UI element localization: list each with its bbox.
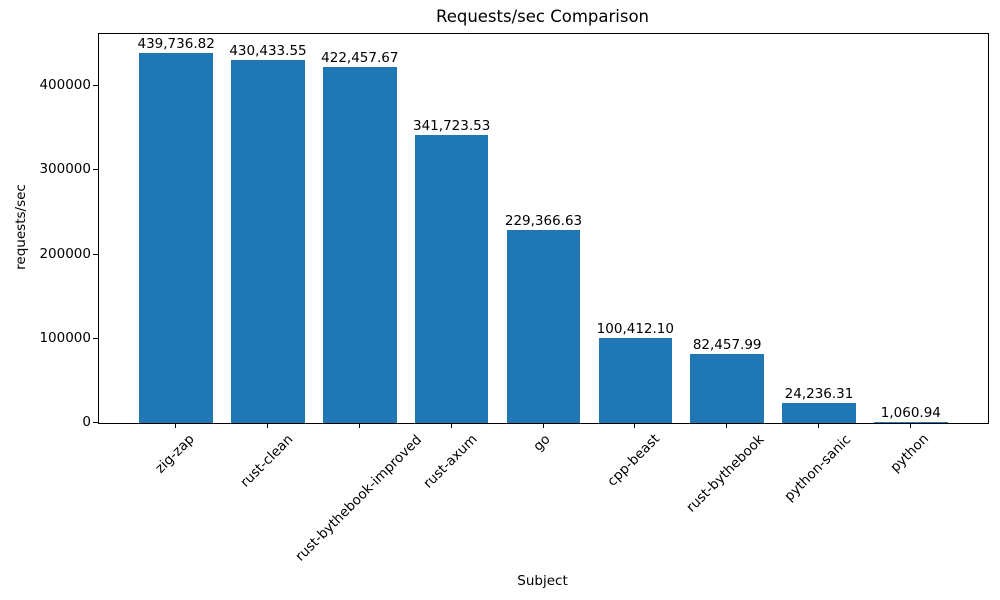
x-tick-mark [358,423,360,428]
chart-title: Requests/sec Comparison [435,7,650,26]
x-tick-mark [542,423,544,428]
y-tick-mark [93,169,98,171]
bar-value-label: 24,236.31 [784,385,854,402]
y-tick-label: 200000 [39,245,91,262]
x-tick-mark [634,423,636,428]
x-tick-label-rust-clean: rust-clean [236,431,297,491]
x-tick-label-rust-bythebook-improved: rust-bythebook-improved [291,431,425,565]
y-tick-mark [93,85,98,86]
bar-zig-zap [139,52,213,423]
bar-cpp-beast [598,338,673,423]
bar-python [874,422,948,423]
bar-value-label: 341,723.53 [413,118,491,135]
x-tick-mark [175,423,177,428]
y-tick-mark [93,253,98,255]
x-axis-label: Subject [517,573,568,589]
bar-value-label: 82,457.99 [692,336,762,353]
bar-value-label: 439,736.82 [137,35,215,52]
bar-value-label: 422,457.67 [321,50,399,67]
bar-rust-axum [414,135,489,423]
bar-python-sanic [782,402,856,423]
bar-value-label: 100,412.10 [596,321,674,338]
bar-value-label: 229,366.63 [504,212,583,229]
bar-rust-clean [231,60,305,423]
plot-area: 439,736.82 430,433.55 422,457.67 341,723.53… [98,33,989,424]
bar-rust-bythebook [690,353,764,423]
y-tick-mark [93,337,98,339]
x-tick-label-python: python [887,431,932,476]
y-tick-label: 0 [82,414,91,430]
x-tick-mark [818,423,820,428]
bar-value-label: 1,060.94 [880,405,941,421]
x-tick-label-rust-bythebook: rust-bythebook [683,431,768,516]
y-tick-mark [93,422,98,423]
y-tick-label: 100000 [39,329,91,346]
bar-rust-bythebook-improved [323,67,397,423]
bar-go [506,229,581,423]
x-tick-mark [266,423,268,428]
y-tick-label: 300000 [39,161,91,178]
x-tick-label-rust-axum: rust-axum [420,431,481,492]
x-tick-label-zig-zap: zig-zap [152,431,198,477]
x-tick-label-cpp-beast: cpp-beast [604,431,664,490]
bar-value-label: 430,433.55 [229,43,307,60]
x-tick-mark [450,423,452,428]
x-tick-label-go: go [530,431,554,455]
x-tick-mark [909,423,911,428]
y-tick-label: 400000 [39,77,91,93]
x-tick-mark [726,423,728,428]
x-tick-label-python-sanic: python-sanic [781,431,855,505]
